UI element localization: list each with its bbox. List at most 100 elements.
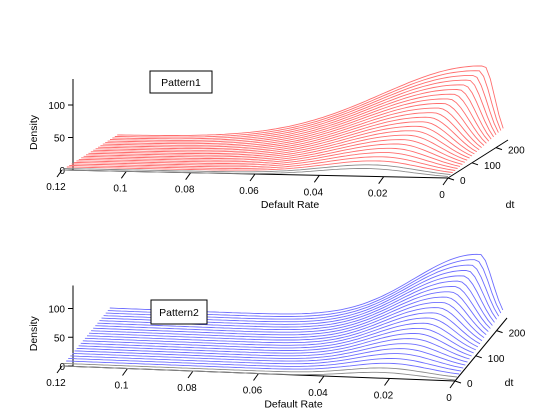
density-curve-dt-100: [85, 125, 473, 158]
density-curve-dt-10: [64, 164, 451, 176]
x-tick-mark: [313, 175, 320, 183]
density-curve-dt-30: [69, 156, 456, 171]
x-tick-mark: [253, 373, 259, 381]
x-tick-mark: [318, 375, 325, 384]
density-curve-dt-80: [78, 333, 472, 357]
dt-axis-label: dt: [505, 377, 514, 389]
density-curve-dt-150: [97, 103, 485, 150]
density-curve-dt-180: [105, 89, 492, 145]
density-curve-dt-70: [76, 338, 470, 360]
density-curve-dt-160: [100, 98, 487, 148]
y-axis-label: Density: [28, 114, 40, 150]
dt-tick-label: 200: [509, 329, 526, 340]
density-curve-dt-130: [93, 112, 480, 153]
dt-tick-label: 200: [508, 146, 525, 157]
dt-tick-label: 100: [488, 354, 505, 365]
chart-panel-pattern1: 0.12 0.1 0.08 0.06 0.04 0.02 0 0 50 100 0 100 200 Def…: [28, 65, 525, 211]
density-curve-dt-90: [80, 327, 474, 354]
dt-tick-mark: [454, 380, 462, 384]
density-curve-dt-70: [78, 139, 465, 163]
x-tick-label: 0.06: [239, 186, 259, 197]
x-tick-label: 0.08: [175, 185, 195, 196]
x-tick-mark: [378, 176, 385, 184]
density-curve-dt-200: [109, 79, 497, 141]
density-curve-dt-130: [88, 307, 483, 342]
pattern-label: Pattern1: [161, 77, 201, 89]
density-curve-dt-10: [64, 363, 458, 378]
x-tick-mark: [187, 370, 194, 379]
density-curve-dt-190: [107, 84, 494, 143]
dt-tick-label: 0: [460, 176, 466, 187]
density-curve-dt-150: [93, 296, 487, 336]
x-tick-label: 0.12: [46, 182, 66, 193]
y-axis-label: Density: [28, 315, 40, 351]
density-curve-dt-220: [114, 70, 502, 138]
density-curve-dt-90: [83, 130, 470, 159]
density-curve-dt-60: [74, 343, 468, 363]
pattern-label: Pattern2: [159, 307, 199, 319]
density-curve-dt-20: [66, 160, 453, 174]
density-curve-dt-0: [61, 168, 449, 177]
density-curve-dt-140: [91, 301, 485, 339]
x-tick-mark: [185, 172, 192, 180]
density-curve-dt-110: [88, 121, 475, 156]
y-tick-label: 50: [54, 333, 66, 344]
dt-axis-line: [454, 317, 508, 382]
density-curve-dt-170: [97, 286, 491, 331]
density-curve-dt-50: [73, 147, 461, 167]
x-tick-mark: [122, 368, 128, 376]
density-curve-dt-60: [76, 143, 463, 165]
dt-axis-label: dt: [506, 199, 515, 211]
density-curve-dt-120: [86, 312, 481, 345]
x-tick-label: 0: [439, 190, 445, 201]
y-tick-label: 50: [54, 134, 66, 145]
x-axis-label: Default Rate: [264, 399, 323, 411]
density-curve-dt-40: [70, 353, 464, 369]
chart-panel-pattern2: 0.12 0.1 0.08 0.06 0.04 0.02 0 0 50 100 0 100 200 Def…: [28, 253, 526, 411]
dt-tick-mark: [495, 147, 503, 151]
x-tick-label: 0.06: [243, 386, 263, 397]
pattern-label-box: [149, 70, 213, 94]
x-tick-label: 0.08: [177, 383, 197, 394]
density-curve-dt-80: [81, 134, 468, 161]
x-tick-label: 0.04: [304, 187, 324, 198]
y-tick-label: 100: [48, 305, 65, 316]
dt-tick-mark: [471, 162, 479, 166]
density-curve-dt-230: [117, 65, 504, 136]
y-tick-label: 0: [59, 166, 65, 177]
x-tick-mark: [442, 177, 449, 186]
x-tick-label: 0.04: [308, 388, 328, 399]
pattern-label-box: [150, 299, 208, 325]
x-tick-mark: [56, 365, 63, 374]
x-tick-label: 0.12: [46, 378, 66, 389]
dt-tick-mark: [475, 355, 482, 359]
dt-tick-mark: [496, 330, 503, 334]
density-curve-dt-20: [66, 360, 460, 375]
x-tick-label: 0.02: [368, 189, 388, 200]
dt-tick-label: 100: [484, 161, 501, 172]
x-tick-mark: [384, 378, 390, 386]
density-curve-dt-210: [112, 74, 499, 140]
density-curve-dt-0: [61, 365, 456, 381]
density-curve-dt-100: [82, 322, 476, 351]
x-axis-label: Default Rate: [261, 199, 320, 211]
x-tick-label: 0.1: [113, 183, 127, 194]
density-curve-dt-40: [71, 152, 458, 169]
density-curve-dt-30: [68, 357, 462, 372]
density-curve-dt-50: [72, 348, 466, 366]
y-tick-label: 0: [59, 362, 65, 373]
x-tick-mark: [56, 169, 63, 178]
density-curve-dt-140: [95, 107, 482, 151]
x-tick-label: 0.02: [374, 391, 394, 402]
density-curve-dt-110: [84, 317, 479, 348]
x-tick-mark: [249, 173, 256, 182]
density-curve-dt-170: [102, 93, 490, 146]
x-tick-mark: [449, 380, 456, 389]
x-tick-label: 0.1: [115, 381, 129, 392]
x-tick-mark: [120, 171, 127, 179]
x-tick-label: 0: [446, 393, 452, 404]
y-tick-label: 100: [48, 101, 65, 112]
dt-tick-mark: [447, 177, 455, 181]
dt-axis-line: [447, 139, 509, 179]
